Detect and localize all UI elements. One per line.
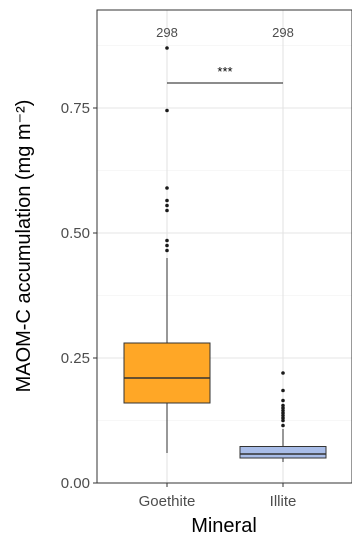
y-tick-label: 0.00 — [61, 475, 90, 492]
outlier-point — [281, 416, 285, 420]
x-tick-label-illite: Illite — [270, 493, 297, 510]
outlier-point — [281, 371, 285, 375]
y-tick-label: 0.75 — [61, 100, 90, 117]
outlier-point — [281, 423, 285, 428]
outlier-point — [165, 208, 169, 213]
iqr-box — [239, 446, 327, 459]
grid-lines — [97, 10, 352, 484]
outlier-point — [281, 398, 285, 403]
boxes — [123, 46, 327, 462]
outlier-point — [281, 411, 285, 415]
y-tick-label: 0.25 — [61, 350, 90, 367]
outlier-point — [165, 243, 169, 248]
box-goethite — [123, 46, 211, 453]
outlier-point — [281, 388, 285, 393]
outlier-point — [165, 203, 169, 208]
iqr-box — [123, 342, 211, 404]
outlier-point — [281, 413, 285, 418]
outlier-point — [165, 198, 169, 203]
outlier-point — [165, 248, 169, 253]
y-axis-title: MAOM-C accumulation (mg m⁻²) — [13, 100, 35, 393]
plot-panel-border — [96, 9, 352, 484]
y-tick-label: 0.50 — [61, 225, 90, 242]
significance-label: *** — [217, 64, 232, 79]
axes: 0.00 0.25 0.50 0.75 298 Goethite 298 Illite *** — [61, 25, 297, 510]
outlier-point — [281, 418, 285, 423]
box-illite — [239, 371, 327, 462]
outlier-point — [281, 406, 285, 410]
outlier-point — [165, 46, 169, 50]
outlier-point — [165, 186, 169, 190]
count-label-goethite: 298 — [156, 25, 178, 40]
count-label-illite: 298 — [272, 25, 294, 40]
outlier-point — [281, 408, 285, 413]
outlier-point — [281, 403, 285, 408]
x-tick-label-goethite: Goethite — [139, 493, 196, 510]
outlier-point — [165, 108, 169, 113]
outlier-point — [165, 238, 169, 243]
x-axis-title: Mineral — [191, 515, 257, 537]
